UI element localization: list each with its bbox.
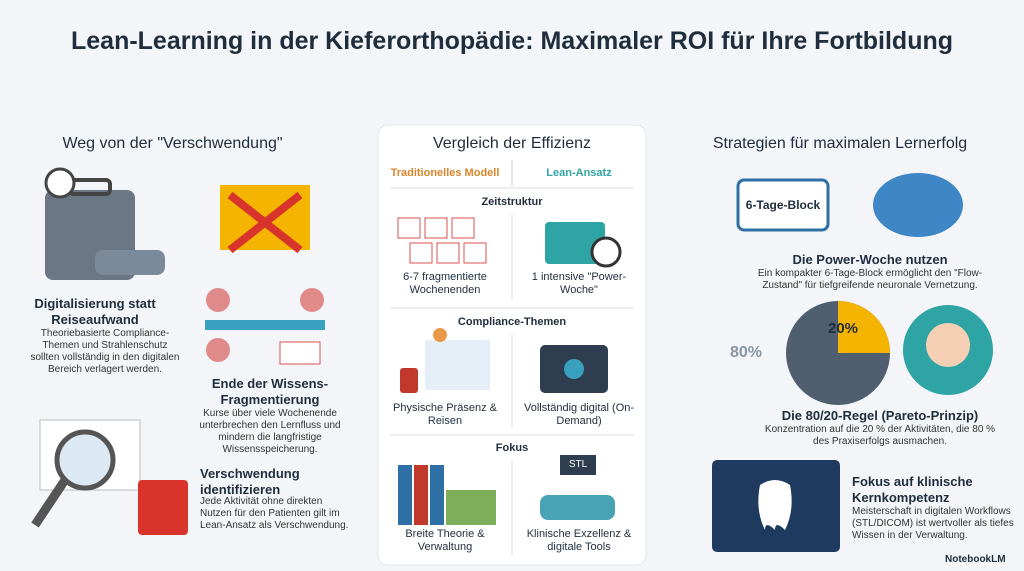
clock-icon [44,167,76,199]
car-icon [95,250,165,275]
cell: Breite Theorie & Verwaltung [405,528,485,554]
calendar-icon [279,341,321,365]
section-heading: Vergleich der Effizienz [432,135,591,152]
face-icon [926,323,970,367]
stl-screen-icon [560,455,596,475]
magnifier-handle [31,477,69,528]
cell: 6-7 fragmentierte Wochenenden [403,271,487,297]
arrow-chain [205,320,325,330]
item-text: Konzentration auf die 20 % der Aktivität… [764,424,996,447]
desk-icon [425,340,490,390]
cell: Klinische Exzellenz & digitale Tools [526,528,632,554]
item-text: Theoriebasierte Compliance-Themen und St… [30,328,180,375]
item-title: Ende der Wissens-Fragmentierung [211,376,329,407]
item-text: Jede Aktivität ohne direkten Nutzen für … [200,496,349,531]
brain-icon [873,173,963,237]
cell: Physische Präsenz & Reisen [393,402,497,428]
brain-icon [206,288,230,312]
icon-label: 80% [730,344,763,361]
section-heading: Strategien für maximalen Lernerfolg [712,135,968,152]
item-text: Meisterschaft in digitalen Workflows (ST… [852,506,1014,541]
item-title: Die Power-Woche nutzen [792,252,948,267]
item-title: Verschwendung identifizieren [200,466,300,497]
pie-slice [838,301,890,353]
item-text: Ein kompakter 6-Tage-Block ermöglicht de… [757,268,983,291]
clock-icon [590,236,622,268]
row-label: Fokus [495,442,529,454]
brain-icon [206,338,230,362]
icon-label: 20% [828,320,859,337]
footer-brand: NotebookLM [945,554,1006,565]
luggage-icon [400,368,418,393]
tooth-icon [758,480,792,530]
binders-icon [398,465,496,525]
dental-chair-icon [540,495,615,520]
play-icon [564,359,584,379]
cross-icon [227,191,303,254]
cell: 1 intensive "Power-Woche" [531,271,627,297]
person-icon [433,328,447,342]
calendars-icon [397,217,487,264]
item-title: Digitalisierung statt Reiseaufwand [34,296,156,327]
magnifier-icon [54,429,116,491]
title: Lean-Learning in der Kieferorthopädie: M… [70,27,954,55]
column-header: Traditionelles Modell [390,167,500,179]
calendar-icon [736,178,830,232]
item-title: Die 80/20-Regel (Pareto-Prinzip) [781,408,979,423]
item-title: Fokus auf klinische Kernkompetenz [852,474,973,505]
trash-icon [138,480,188,535]
column-header: Lean-Ansatz [546,167,612,179]
week-calendar-icon [545,222,605,264]
item-text: Kurse über viele Wochenende unterbrechen… [199,408,341,455]
section-heading: Weg von der "Verschwendung" [62,135,283,152]
cell: Vollständig digital (On-Demand) [523,402,635,428]
icon-label: STL [568,459,588,470]
icon-label: 6-Tage-Block [745,198,821,212]
row-label: Zeitstruktur [481,196,543,208]
row-label: Compliance-Themen [457,316,567,328]
brain-icon [300,288,324,312]
